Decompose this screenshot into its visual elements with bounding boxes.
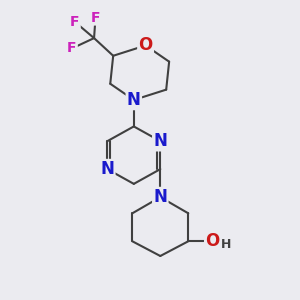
Text: N: N xyxy=(153,188,167,206)
Text: N: N xyxy=(153,132,167,150)
Text: O: O xyxy=(139,37,153,55)
Text: N: N xyxy=(100,160,114,178)
Text: N: N xyxy=(127,91,141,109)
Text: F: F xyxy=(70,15,80,29)
Text: O: O xyxy=(205,232,220,250)
Text: F: F xyxy=(67,41,77,56)
Text: H: H xyxy=(220,238,231,251)
Text: F: F xyxy=(91,11,100,25)
